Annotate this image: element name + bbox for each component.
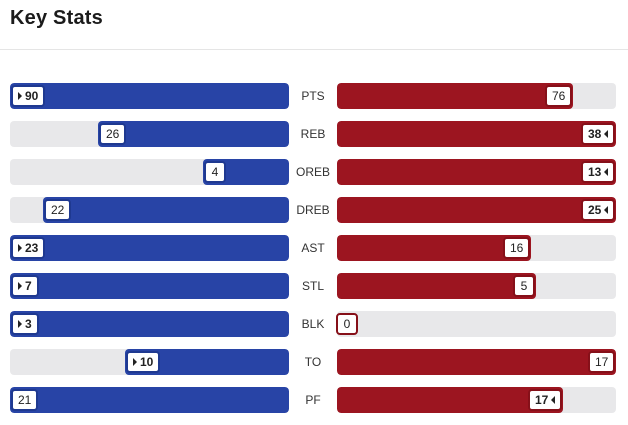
stl-left-value: 7 <box>25 279 32 293</box>
header: Key Stats <box>0 0 628 50</box>
reb-left-bar <box>98 121 289 147</box>
blk-left-track <box>10 311 289 337</box>
pf-right-bar <box>337 387 563 413</box>
pf-label: PF <box>305 393 321 407</box>
blk-left-bar <box>10 311 289 337</box>
leader-arrow-icon <box>604 130 609 138</box>
leader-arrow-icon <box>551 396 556 404</box>
dreb-right-bar <box>337 197 616 223</box>
blk-right-value-badge: 0 <box>336 313 358 335</box>
pf-right-value: 17 <box>535 393 549 407</box>
pf-right-value-badge: 17 <box>528 389 563 411</box>
to-right-value-badge: 17 <box>588 351 616 373</box>
stat-row-stl: 7 STL 5 <box>0 273 628 299</box>
leader-arrow-icon <box>18 320 22 328</box>
pts-right-track <box>337 83 616 109</box>
pf-left-value-badge: 21 <box>11 389 39 411</box>
dreb-label: DREB <box>296 203 330 217</box>
pf-left-track <box>10 387 289 413</box>
stl-right-track <box>337 273 616 299</box>
stl-right-value-badge: 5 <box>513 275 535 297</box>
to-right-bar <box>337 349 616 375</box>
to-left-value: 10 <box>140 355 154 369</box>
stat-row-to: 10 TO 17 <box>0 349 628 375</box>
to-right-value: 17 <box>595 355 609 369</box>
stl-left-bar <box>10 273 289 299</box>
reb-left-track <box>10 121 289 147</box>
ast-left-bar <box>10 235 289 261</box>
oreb-right-track <box>337 159 616 185</box>
pts-left-bar <box>10 83 289 109</box>
oreb-left-value: 4 <box>211 165 219 179</box>
blk-right-value: 0 <box>343 317 351 331</box>
oreb-right-value: 13 <box>588 165 602 179</box>
ast-right-bar <box>337 235 531 261</box>
pts-right-value-badge: 76 <box>545 85 573 107</box>
ast-label: AST <box>301 241 325 255</box>
blk-right-track <box>337 311 616 337</box>
stat-row-blk: 3 BLK 0 <box>0 311 628 337</box>
pts-left-value: 90 <box>25 89 39 103</box>
stl-right-bar <box>337 273 536 299</box>
to-label: TO <box>304 355 322 369</box>
reb-left-value: 26 <box>106 127 120 141</box>
stl-right-value: 5 <box>520 279 528 293</box>
leader-arrow-icon <box>18 92 22 100</box>
ast-left-value: 23 <box>25 241 39 255</box>
pf-right-track <box>337 387 616 413</box>
dreb-left-value-badge: 22 <box>44 199 72 221</box>
oreb-left-value-badge: 4 <box>204 161 226 183</box>
leader-arrow-icon <box>18 282 22 290</box>
pf-left-bar <box>10 387 289 413</box>
ast-right-value-badge: 16 <box>503 237 531 259</box>
pts-label: PTS <box>301 89 325 103</box>
blk-label: BLK <box>301 317 325 331</box>
dreb-left-value: 22 <box>51 203 65 217</box>
dreb-left-bar <box>43 197 289 223</box>
pts-left-track <box>10 83 289 109</box>
stl-left-value-badge: 7 <box>11 275 39 297</box>
pts-right-bar <box>337 83 573 109</box>
stat-row-ast: 23 AST 16 <box>0 235 628 261</box>
blk-left-value-badge: 3 <box>11 313 39 335</box>
blk-left-value: 3 <box>25 317 32 331</box>
ast-right-value: 16 <box>510 241 524 255</box>
reb-right-value: 38 <box>588 127 602 141</box>
to-right-track <box>337 349 616 375</box>
oreb-right-bar <box>337 159 616 185</box>
stl-left-track <box>10 273 289 299</box>
oreb-right-value-badge: 13 <box>581 161 616 183</box>
ast-right-track <box>337 235 616 261</box>
reb-right-track <box>337 121 616 147</box>
dreb-right-value: 25 <box>588 203 602 217</box>
leader-arrow-icon <box>18 244 22 252</box>
oreb-left-track <box>10 159 289 185</box>
stat-row-pts: 90 PTS 76 <box>0 83 628 109</box>
reb-right-bar <box>337 121 616 147</box>
reb-label: REB <box>300 127 326 141</box>
reb-right-value-badge: 38 <box>581 123 616 145</box>
to-left-value-badge: 10 <box>126 351 161 373</box>
ast-left-value-badge: 23 <box>11 237 46 259</box>
leader-arrow-icon <box>604 168 609 176</box>
stat-row-dreb: 22 DREB 25 <box>0 197 628 223</box>
oreb-label: OREB <box>295 165 330 179</box>
leader-arrow-icon <box>604 206 609 214</box>
dreb-right-track <box>337 197 616 223</box>
ast-left-track <box>10 235 289 261</box>
dreb-right-value-badge: 25 <box>581 199 616 221</box>
stat-row-pf: 21 PF 17 <box>0 387 628 413</box>
pts-right-value: 76 <box>552 89 566 103</box>
stat-row-oreb: 4 OREB 13 <box>0 159 628 185</box>
reb-left-value-badge: 26 <box>99 123 127 145</box>
pf-left-value: 21 <box>18 393 32 407</box>
stat-row-reb: 26 REB 38 <box>0 121 628 147</box>
leader-arrow-icon <box>133 358 137 366</box>
pts-left-value-badge: 90 <box>11 85 46 107</box>
page-title: Key Stats <box>10 7 103 29</box>
stl-label: STL <box>301 279 324 293</box>
